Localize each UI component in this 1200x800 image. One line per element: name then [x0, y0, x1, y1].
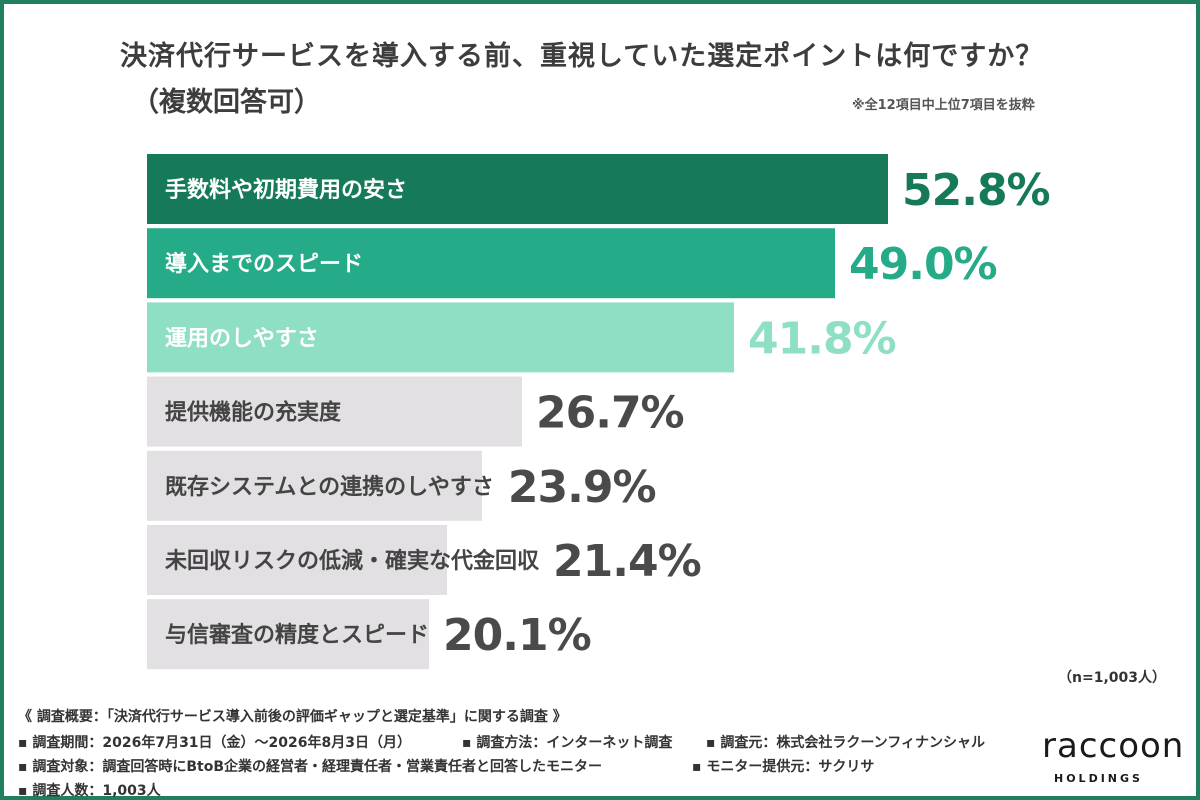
- bar-7: [147, 599, 429, 670]
- bar-4: [147, 376, 522, 447]
- bar-label-1: 手数料や初期費用の安さ: [165, 177, 407, 203]
- bar-label-7: 与信審査の精度とスピード: [165, 622, 429, 648]
- logo-subtitle: HOLDINGS: [1054, 772, 1143, 785]
- bar-value-5: 23.9%: [508, 462, 656, 513]
- bar-value-1: 52.8%: [902, 165, 1050, 216]
- sample-size-note: （n=1,003人）: [1058, 670, 1166, 686]
- bar-label-6: 未回収リスクの低減・確実な代金回収: [165, 548, 540, 574]
- survey-count: ▪ 調査人数：1,003人: [18, 783, 161, 799]
- bar-label-4: 提供機能の充実度: [165, 400, 342, 426]
- bar-value-3: 41.8%: [748, 313, 896, 364]
- chart-title: 決済代行サービスを導入する前、重視していた選定ポイントは何ですか？: [120, 41, 1044, 72]
- bar-2: [147, 228, 835, 299]
- bar-6: [147, 525, 447, 595]
- bar-1: [147, 154, 888, 224]
- company-logo: raccoon HOLDINGS: [1030, 718, 1183, 788]
- bar-value-6: 21.4%: [553, 536, 701, 587]
- bar-value-2: 49.0%: [849, 239, 997, 290]
- survey-overview: 《 調査概要：「決済代行サービス導入前後の評価ギャップと選定基準」に関する調査 …: [18, 709, 567, 725]
- bar-5: [147, 450, 482, 521]
- bar-value-4: 26.7%: [536, 388, 684, 439]
- chart-subtitle: （複数回答可）: [132, 87, 321, 118]
- bar-value-7: 20.1%: [443, 610, 591, 661]
- logo-wordmark: raccoon: [1042, 726, 1185, 766]
- survey-method: ▪ 調査方法：インターネット調査: [462, 735, 673, 751]
- survey-period: ▪ 調査期間：2026年7月31日（金）〜2026年8月3日（月）: [18, 735, 411, 751]
- survey-target: ▪ 調査対象：調査回答時にBtoB企業の経営者・経理責任者・営業責任者と回答した…: [18, 759, 603, 775]
- bar-label-3: 運用のしやすさ: [165, 326, 319, 351]
- bar-label-5: 既存システムとの連携のしやすさ: [165, 474, 494, 500]
- excerpt-note: ※全12項目中上位7項目を抜粋: [852, 98, 1035, 113]
- survey-source: ▪ 調査元：株式会社ラクーンフィナンシャル: [706, 735, 985, 751]
- survey-panel: ▪ モニター提供元：サクリサ: [692, 759, 875, 775]
- bar-label-2: 導入までのスピード: [165, 251, 363, 277]
- bar-3: [147, 302, 734, 373]
